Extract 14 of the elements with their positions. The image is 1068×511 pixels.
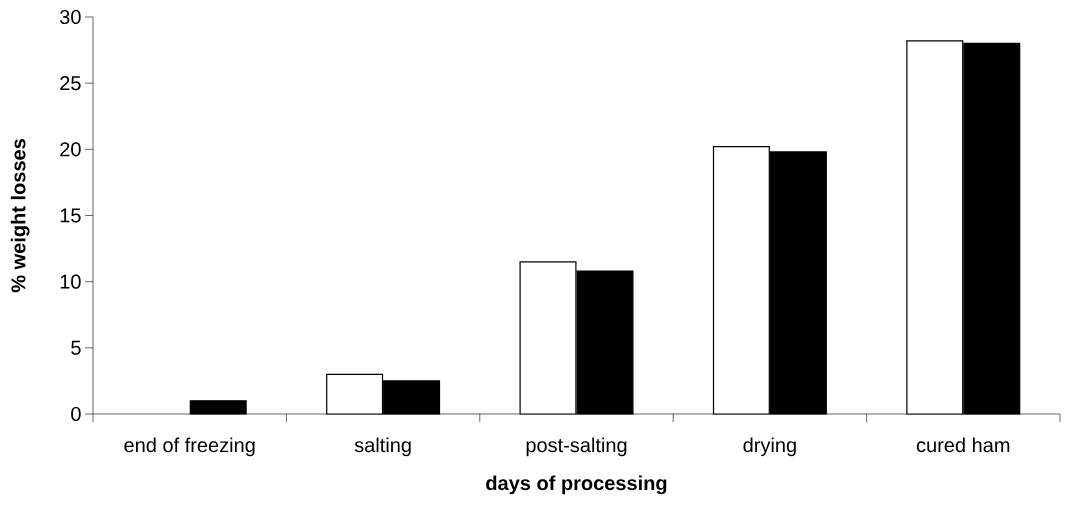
x-tick-label: end of freezing: [124, 437, 255, 457]
x-tick-label: drying: [743, 437, 796, 457]
y-tick-label: 20: [60, 142, 81, 157]
y-tick-label: 0: [71, 406, 81, 422]
y-tick-label: 30: [60, 9, 81, 25]
y-tick-label: 25: [60, 76, 81, 91]
y-tick-label: 10: [60, 274, 81, 289]
y-axis-title: % weight losses: [10, 139, 30, 293]
x-tick-label: post-salting: [526, 437, 627, 457]
x-axis-title: days of processing: [486, 475, 667, 495]
x-tick-label: cured ham: [916, 437, 1010, 453]
y-tick-label: 5: [71, 340, 81, 355]
x-tick-label: salting: [354, 437, 411, 457]
y-tick-label: 15: [60, 208, 81, 223]
